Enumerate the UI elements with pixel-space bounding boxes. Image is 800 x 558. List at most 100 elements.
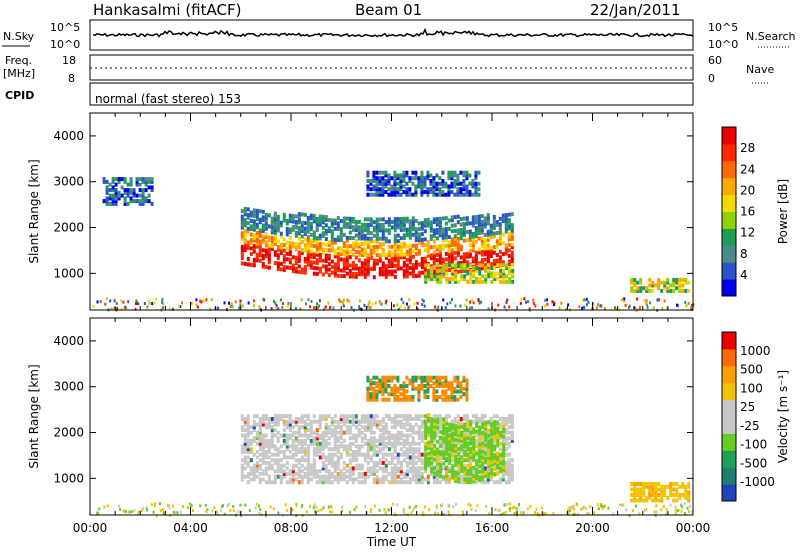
scatter-cell: [429, 245, 433, 250]
colorbar-tick-label: 4: [740, 268, 748, 282]
scatter-cell: [438, 417, 442, 421]
scatter-cell: [432, 386, 436, 391]
scatter-cell: [282, 428, 286, 432]
scatter-cell: [318, 242, 322, 246]
scatter-cell: [495, 480, 499, 485]
scatter-cell: [492, 261, 496, 266]
scatter-cell: [435, 381, 439, 386]
scatter-cell: [297, 217, 301, 222]
noise-cell: [472, 301, 475, 305]
scatter-cell: [318, 447, 322, 452]
scatter-cell: [351, 252, 355, 257]
scatter-cell: [447, 226, 451, 231]
x-tick-label: 20:00: [575, 521, 610, 535]
scatter-cell: [453, 242, 457, 247]
scatter-cell: [381, 419, 385, 424]
scatter-cell: [402, 269, 406, 274]
scatter-cell: [252, 213, 256, 218]
scatter-cell: [420, 259, 424, 264]
scatter-cell: [312, 252, 316, 257]
scatter-cell: [378, 176, 382, 181]
noise-cell: [421, 298, 424, 302]
scatter-cell: [408, 414, 412, 419]
scatter-cell: [477, 417, 481, 421]
scatter-cell: [321, 250, 325, 255]
scatter-cell: [315, 217, 319, 221]
scatter-cell: [478, 442, 482, 447]
scatter-cell: [424, 444, 428, 449]
scatter-cell: [240, 471, 244, 476]
scatter-cell: [441, 170, 445, 175]
scatter-cell: [309, 265, 313, 270]
scatter-cell: [273, 250, 277, 255]
noise-cell: [645, 507, 648, 511]
noise-cell: [127, 300, 130, 304]
scatter-cell: [390, 269, 394, 274]
cpid-label: CPID: [5, 89, 34, 102]
scatter-cell: [462, 386, 466, 391]
scatter-cell: [420, 173, 424, 178]
noise-cell: [275, 306, 278, 310]
scatter-cell: [457, 424, 461, 429]
scatter-cell: [460, 455, 464, 460]
scatter-cell: [297, 458, 301, 463]
scatter-cell: [330, 447, 334, 452]
scatter-cell: [657, 280, 661, 285]
nsearch-label: N.Search: [746, 30, 796, 43]
scatter-cell: [372, 258, 376, 263]
colorbar-swatch: [722, 348, 736, 367]
noise-cell: [342, 298, 345, 302]
scatter-cell: [408, 460, 412, 465]
scatter-cell: [345, 255, 349, 260]
scatter-cell: [478, 478, 482, 483]
scatter-cell: [258, 428, 262, 432]
scatter-cell: [511, 274, 515, 279]
scatter-cell: [420, 270, 424, 275]
scatter-cell: [315, 444, 319, 449]
noise-cell: [137, 302, 140, 306]
scatter-cell: [357, 466, 361, 471]
scatter-cell: [687, 490, 691, 495]
noise-cell: [363, 303, 366, 307]
scatter-cell: [345, 266, 349, 271]
scatter-cell: [123, 201, 127, 206]
scatter-cell: [448, 428, 452, 432]
scatter-cell: [480, 480, 484, 485]
scatter-cell: [240, 466, 244, 471]
scatter-cell: [267, 466, 271, 471]
scatter-cell: [405, 469, 409, 474]
scatter-cell: [435, 395, 439, 399]
scatter-cell: [360, 231, 364, 235]
scatter-cell: [462, 170, 466, 175]
scatter-cell: [459, 449, 463, 454]
scatter-cell: [402, 271, 406, 276]
scatter-cell: [457, 452, 461, 457]
scatter-cell: [252, 249, 256, 254]
scatter-cell: [282, 471, 286, 476]
scatter-cell: [420, 386, 424, 391]
scatter-cell: [399, 225, 403, 230]
scatter-cell: [474, 234, 478, 239]
scatter-cell: [402, 395, 406, 399]
scatter-cell: [297, 228, 301, 233]
scatter-cell: [297, 245, 301, 250]
scatter-cell: [330, 229, 334, 234]
scatter-cell: [330, 259, 334, 264]
scatter-cell: [411, 460, 415, 465]
scatter-cell: [414, 474, 418, 479]
scatter-cell: [123, 188, 127, 193]
scatter-cell: [342, 474, 346, 479]
scatter-cell: [435, 219, 439, 224]
noise-cell: [315, 506, 318, 510]
scatter-cell: [345, 425, 349, 430]
scatter-cell: [399, 469, 403, 474]
scatter-cell: [507, 218, 511, 223]
scatter-cell: [504, 226, 508, 231]
scatter-cell: [486, 248, 490, 253]
noise-cell: [316, 302, 318, 306]
scatter-cell: [300, 447, 304, 452]
scatter-cell: [378, 428, 382, 432]
scatter-cell: [445, 421, 449, 426]
noise-cell: [161, 300, 163, 304]
